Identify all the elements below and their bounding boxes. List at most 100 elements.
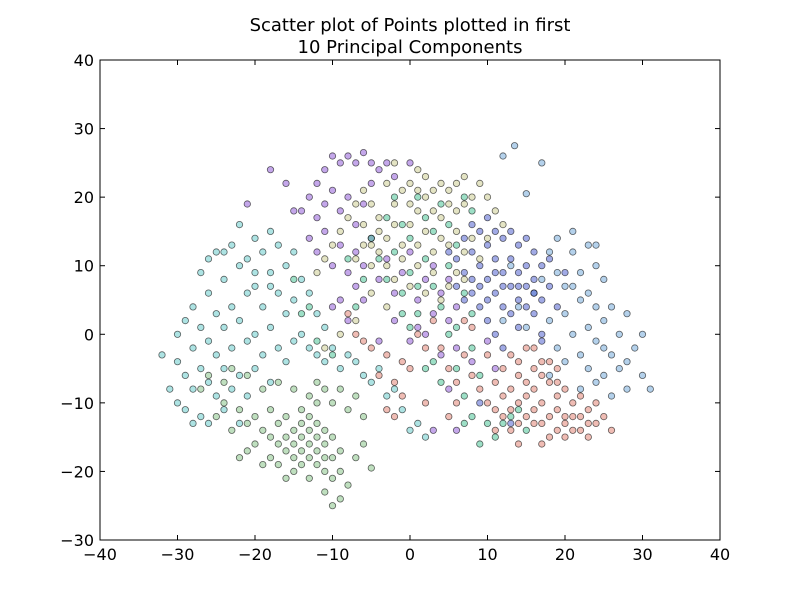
scatter-point: [522, 190, 530, 198]
scatter-point: [189, 344, 197, 352]
scatter-point: [421, 330, 430, 338]
scatter-point: [429, 310, 437, 318]
scatter-point: [561, 358, 569, 366]
scatter-point: [569, 248, 577, 256]
scatter-point: [251, 268, 259, 277]
scatter-point: [445, 385, 453, 393]
scatter-point: [266, 282, 275, 290]
scatter-point: [321, 358, 329, 366]
scatter-point: [445, 275, 453, 283]
scatter-point: [538, 330, 546, 338]
scatter-point: [367, 262, 375, 270]
scatter-point: [514, 419, 523, 427]
scatter-point: [483, 296, 492, 304]
scatter-point: [321, 344, 329, 352]
scatter-point: [189, 303, 197, 311]
scatter-point: [313, 433, 321, 441]
scatter-point: [476, 385, 484, 393]
scatter-point: [507, 227, 515, 235]
x-tick-label: −40: [83, 545, 117, 564]
scatter-point: [243, 392, 251, 400]
scatter-point: [545, 433, 554, 441]
scatter-point: [212, 248, 220, 256]
scatter-point: [251, 440, 259, 448]
scatter-point: [452, 303, 461, 311]
scatter-point: [204, 378, 213, 386]
scatter-point: [189, 419, 197, 427]
scatter-point: [646, 385, 654, 393]
scatter-point: [491, 255, 499, 263]
scatter-point: [367, 159, 375, 167]
scatter-point: [352, 358, 360, 366]
scatter-point: [460, 234, 468, 242]
scatter-point: [499, 282, 507, 290]
scatter-point: [421, 433, 430, 441]
scatter-point: [305, 454, 313, 462]
scatter-point: [290, 385, 298, 393]
scatter-point: [452, 378, 461, 386]
scatter-point: [437, 200, 445, 208]
scatter-point: [445, 248, 453, 256]
scatter-point: [530, 289, 538, 297]
scatter-point: [522, 378, 530, 386]
scatter-point: [282, 262, 290, 270]
scatter-point: [204, 289, 213, 297]
scatter-point: [383, 234, 391, 242]
scatter-point: [522, 303, 530, 311]
scatter-point: [352, 282, 360, 290]
y-tick-label: −20: [60, 462, 94, 481]
scatter-point: [569, 330, 577, 338]
scatter-point: [197, 268, 205, 277]
scatter-point: [522, 323, 530, 331]
scatter-point: [274, 460, 282, 469]
scatter-point: [266, 378, 275, 386]
scatter-point: [638, 330, 647, 338]
scatter-point: [328, 241, 337, 249]
scatter-point: [266, 227, 275, 235]
scatter-point: [421, 344, 430, 352]
scatter-point: [328, 474, 337, 482]
scatter-point: [522, 282, 530, 290]
scatter-point: [282, 474, 290, 482]
scatter-point: [352, 316, 360, 325]
scatter-point: [243, 200, 251, 208]
scatter-point: [259, 460, 267, 469]
scatter-point: [220, 248, 228, 256]
scatter-point: [398, 406, 406, 414]
scatter-point: [530, 419, 538, 427]
scatter-point: [383, 255, 391, 263]
scatter-point: [282, 310, 290, 318]
scatter-point: [491, 433, 499, 441]
scatter-point: [468, 207, 476, 215]
scatter-point: [305, 234, 313, 242]
scatter-point: [483, 337, 492, 345]
scatter-point: [545, 255, 554, 263]
scatter-point: [576, 268, 585, 277]
scatter-point: [359, 275, 368, 283]
scatter-point: [445, 200, 453, 208]
scatter-point: [530, 385, 538, 393]
scatter-point: [476, 179, 484, 187]
scatter-point: [530, 364, 538, 373]
scatter-point: [452, 227, 461, 235]
scatter-point: [607, 303, 616, 311]
scatter-point: [421, 255, 430, 263]
scatter-point: [321, 488, 329, 496]
scatter-point: [553, 392, 561, 400]
scatter-point: [290, 426, 298, 434]
scatter-point: [398, 268, 406, 277]
scatter-point: [398, 392, 406, 400]
scatter-point: [313, 248, 321, 256]
scatter-point: [576, 392, 585, 400]
scatter-point: [452, 268, 461, 277]
scatter-point: [414, 323, 422, 331]
y-tick-label: 20: [74, 188, 94, 207]
scatter-point: [383, 275, 391, 283]
scatter-point: [297, 207, 306, 215]
scatter-point: [197, 323, 205, 331]
scatter-point: [321, 385, 329, 393]
scatter-point: [305, 289, 313, 297]
scatter-point: [352, 303, 360, 311]
scatter-point: [584, 364, 592, 373]
scatter-point: [313, 447, 321, 455]
